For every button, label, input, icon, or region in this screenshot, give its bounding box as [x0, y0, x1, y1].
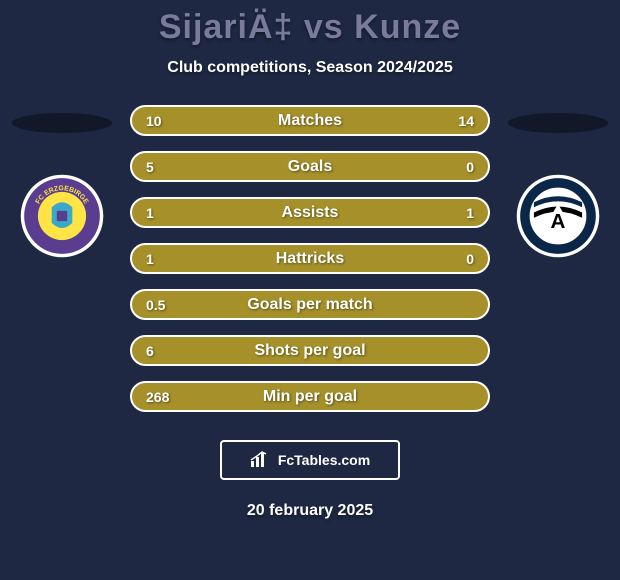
stat-left-value: 0.5	[146, 297, 165, 313]
arminia-bielefeld-badge-icon: A	[515, 173, 601, 259]
bar-chart-icon	[250, 451, 272, 469]
stat-left-value: 6	[146, 343, 154, 359]
stat-bar-goals-per-match: 0.5 Goals per match	[130, 289, 490, 320]
stat-label: Shots per goal	[132, 342, 488, 360]
stat-label: Matches	[132, 112, 488, 130]
stat-right-value: 14	[458, 113, 474, 129]
stat-label: Goals	[132, 158, 488, 176]
right-club-badge: A	[515, 173, 601, 259]
svg-text:A: A	[551, 210, 566, 233]
stat-bar-goals: 5 Goals 0	[130, 151, 490, 182]
stat-left-value: 1	[146, 251, 154, 267]
page-subtitle: Club competitions, Season 2024/2025	[167, 59, 452, 77]
fctables-text: FcTables.com	[278, 452, 370, 468]
stat-left-value: 268	[146, 389, 169, 405]
left-club-badge: FC ERZGEBIRGE AUE	[19, 173, 105, 259]
stat-right-value: 0	[466, 251, 474, 267]
stat-bar-assists: 1 Assists 1	[130, 197, 490, 228]
stat-bar-hattricks: 1 Hattricks 0	[130, 243, 490, 274]
right-player-col: A	[508, 105, 608, 412]
stat-label: Min per goal	[132, 388, 488, 406]
stat-left-value: 10	[146, 113, 162, 129]
stat-bar-matches: 10 Matches 14	[130, 105, 490, 136]
stat-label: Assists	[132, 204, 488, 222]
erzgebirge-aue-badge-icon: FC ERZGEBIRGE AUE	[19, 173, 105, 259]
stat-right-value: 0	[466, 159, 474, 175]
stat-label: Goals per match	[132, 296, 488, 314]
left-player-shadow	[12, 113, 112, 133]
footer-date: 20 february 2025	[247, 502, 373, 520]
left-player-col: FC ERZGEBIRGE AUE	[12, 105, 112, 412]
page-title: SijariÄ‡ vs Kunze	[159, 8, 461, 47]
right-player-shadow	[508, 113, 608, 133]
fctables-watermark[interactable]: FcTables.com	[220, 440, 400, 480]
stat-left-value: 1	[146, 205, 154, 221]
svg-text:AUE: AUE	[54, 230, 70, 239]
stat-label: Hattricks	[132, 250, 488, 268]
stat-bar-shots-per-goal: 6 Shots per goal	[130, 335, 490, 366]
stat-right-value: 1	[466, 205, 474, 221]
stat-bar-min-per-goal: 268 Min per goal	[130, 381, 490, 412]
stats-area: FC ERZGEBIRGE AUE 10 Matches 14 5 Goals …	[0, 105, 620, 412]
stat-left-value: 5	[146, 159, 154, 175]
stat-bars: 10 Matches 14 5 Goals 0 1 Assists 1 1 Ha…	[130, 105, 490, 412]
